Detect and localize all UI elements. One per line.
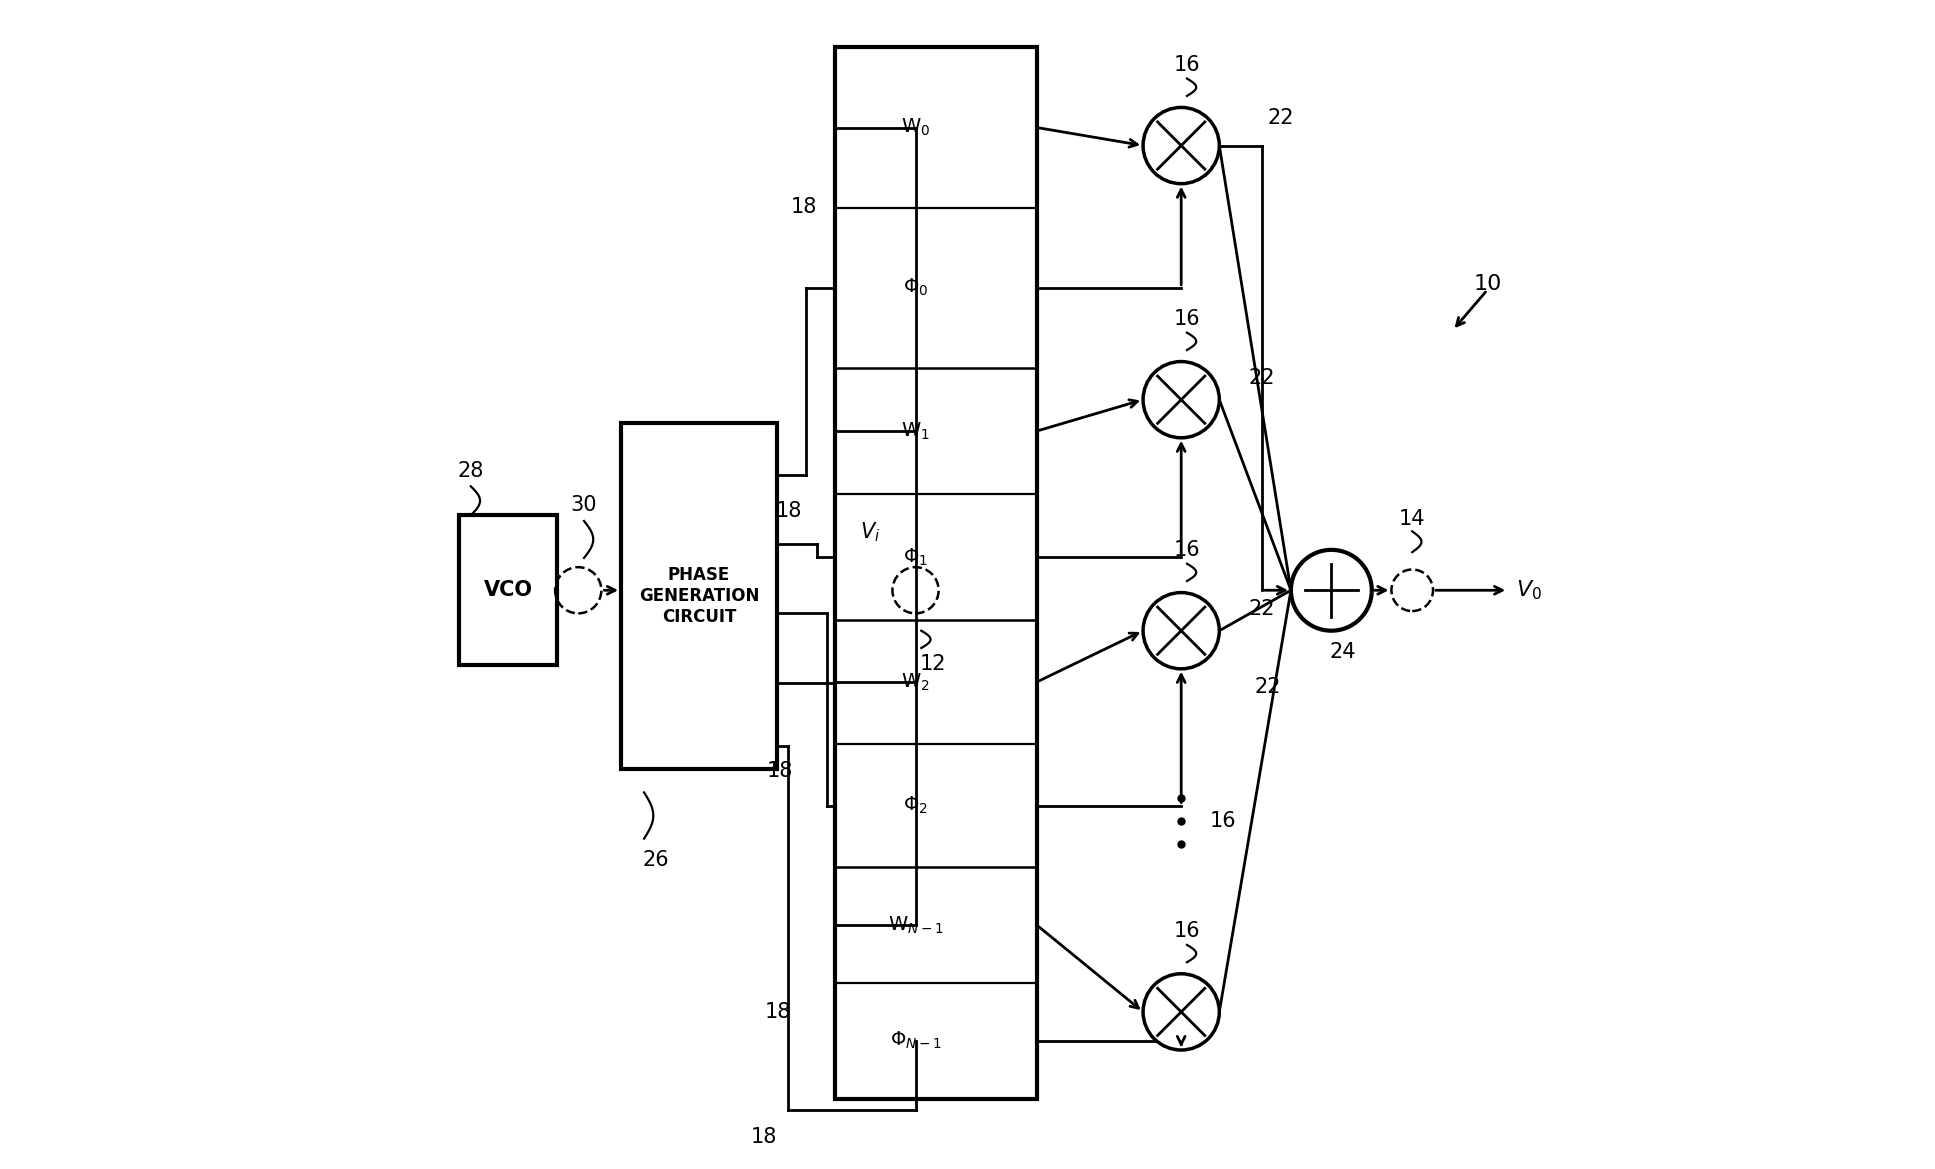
Text: 16: 16 xyxy=(1175,55,1200,75)
Circle shape xyxy=(1291,549,1372,631)
Text: W$_2$: W$_2$ xyxy=(902,671,931,693)
Bar xyxy=(621,423,778,769)
Text: W$_0$: W$_0$ xyxy=(902,117,931,138)
Text: 18: 18 xyxy=(766,761,793,781)
Text: 30: 30 xyxy=(571,496,598,516)
Text: VCO: VCO xyxy=(484,580,532,600)
Text: W$_{N-1}$: W$_{N-1}$ xyxy=(888,914,944,935)
Text: PHASE
GENERATION
CIRCUIT: PHASE GENERATION CIRCUIT xyxy=(639,566,759,625)
Text: V$_i$: V$_i$ xyxy=(861,520,880,544)
Text: 12: 12 xyxy=(919,653,946,673)
Text: Φ$_{N-1}$: Φ$_{N-1}$ xyxy=(890,1030,942,1051)
Circle shape xyxy=(1144,593,1219,669)
Text: W$_1$: W$_1$ xyxy=(902,421,931,442)
Text: 18: 18 xyxy=(751,1127,778,1148)
Circle shape xyxy=(1144,361,1219,438)
Text: 10: 10 xyxy=(1473,275,1502,295)
Text: Φ$_2$: Φ$_2$ xyxy=(904,795,929,816)
Bar xyxy=(459,516,557,665)
Text: 16: 16 xyxy=(1175,921,1200,941)
Text: 22: 22 xyxy=(1254,677,1281,697)
Text: 22: 22 xyxy=(1248,600,1275,620)
Text: Φ$_0$: Φ$_0$ xyxy=(904,277,929,298)
Text: 16: 16 xyxy=(1175,540,1200,560)
Text: 28: 28 xyxy=(457,461,484,480)
Bar xyxy=(834,48,1037,1099)
Text: V$_0$: V$_0$ xyxy=(1517,579,1542,602)
Text: Φ$_1$: Φ$_1$ xyxy=(904,547,929,568)
Text: 26: 26 xyxy=(642,850,670,870)
Text: 22: 22 xyxy=(1267,109,1295,129)
Text: 18: 18 xyxy=(776,502,803,521)
Text: 14: 14 xyxy=(1399,509,1426,530)
Circle shape xyxy=(1144,108,1219,184)
Text: 18: 18 xyxy=(764,1002,791,1022)
Circle shape xyxy=(1144,974,1219,1050)
Text: 22: 22 xyxy=(1248,368,1275,388)
Text: 16: 16 xyxy=(1209,811,1236,831)
Text: 16: 16 xyxy=(1175,310,1200,330)
Text: 24: 24 xyxy=(1329,642,1356,663)
Text: 18: 18 xyxy=(791,196,817,217)
